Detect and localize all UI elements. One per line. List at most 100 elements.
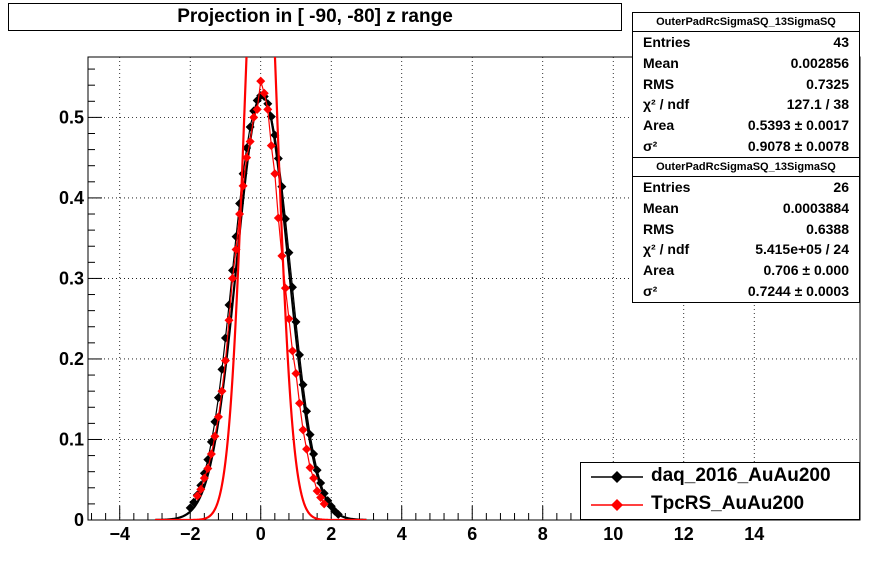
data-point-1 <box>231 244 241 254</box>
data-point-1 <box>249 112 259 122</box>
stats-value: 0.7325 <box>806 75 849 92</box>
data-point-0 <box>295 350 305 360</box>
data-point-0 <box>305 430 315 440</box>
data-point-0 <box>302 406 312 416</box>
stats-value: 0.5393 ± 0.0017 <box>747 117 849 134</box>
stats-value: 0.6388 <box>806 220 849 237</box>
x-tick-label: 12 <box>674 524 694 544</box>
data-point-1 <box>210 431 220 441</box>
data-point-1 <box>199 473 209 483</box>
stats-label: RMS <box>643 220 675 237</box>
stats-label: Mean <box>643 199 679 216</box>
data-point-1 <box>305 463 315 473</box>
stats-row-mean: Mean 0.002856 <box>633 53 859 74</box>
data-point-1 <box>235 209 245 219</box>
data-point-1 <box>217 386 227 396</box>
data-point-1 <box>224 315 234 325</box>
stats-value: 0.706 ± 0.000 <box>763 262 849 279</box>
stats-box-daq: OuterPadRcSigmaSQ_13SigmaSQ Entries 43 Me… <box>632 12 860 158</box>
stats-label: Area <box>643 262 675 279</box>
data-point-1 <box>238 181 248 191</box>
data-point-1 <box>273 213 283 223</box>
stats-label: Mean <box>643 54 679 71</box>
data-point-0 <box>280 214 290 224</box>
data-point-1 <box>196 484 206 494</box>
stats-header: OuterPadRcSigmaSQ_13SigmaSQ <box>633 158 859 177</box>
data-point-1 <box>312 486 322 496</box>
y-tick-label: 0.3 <box>59 268 84 288</box>
data-point-0 <box>333 509 343 519</box>
stats-label: σ² <box>643 137 658 154</box>
series-layer <box>154 57 367 520</box>
data-point-0 <box>312 465 322 475</box>
data-point-0 <box>228 265 238 275</box>
x-tick-label: 6 <box>467 524 477 544</box>
fit-curve-1 <box>154 57 367 520</box>
data-point-1 <box>256 76 266 86</box>
x-tick-label: 8 <box>538 524 548 544</box>
data-point-1 <box>291 368 301 378</box>
stats-row-chi2: χ² / ndf 5.415e+05 / 24 <box>633 239 859 260</box>
stats-value: 5.415e+05 / 24 <box>755 241 849 258</box>
data-point-1 <box>280 283 290 293</box>
data-point-1 <box>259 88 269 98</box>
stats-row-sigma: σ² 0.9078 ± 0.0078 <box>633 136 859 157</box>
data-point-1 <box>298 425 308 435</box>
x-tick-label: −2 <box>180 524 201 544</box>
data-point-1 <box>192 491 202 501</box>
stats-row-mean: Mean 0.0003884 <box>633 198 859 219</box>
data-point-0 <box>309 449 319 459</box>
data-point-1 <box>252 104 262 114</box>
x-tick-label: 4 <box>397 524 407 544</box>
y-tick-label: 0.4 <box>59 188 84 208</box>
x-tick-label: 14 <box>744 524 764 544</box>
stats-value: 0.0003884 <box>782 199 849 216</box>
stats-label: Entries <box>643 179 691 195</box>
stats-label: σ² <box>643 282 658 299</box>
data-point-1 <box>213 412 223 422</box>
stats-label: Area <box>643 117 675 134</box>
data-point-0 <box>298 380 308 390</box>
data-point-1 <box>228 273 238 283</box>
data-point-1 <box>263 104 273 114</box>
data-point-0 <box>189 497 199 507</box>
stats-value: 0.002856 <box>790 54 849 71</box>
data-point-1 <box>295 398 305 408</box>
legend-marker-daq <box>591 471 643 483</box>
data-point-1 <box>270 169 280 179</box>
stats-label: χ² / ndf <box>643 96 690 113</box>
data-point-1 <box>242 153 252 163</box>
data-point-1 <box>302 444 312 454</box>
stats-value: 43 <box>833 34 849 50</box>
stats-label: RMS <box>643 75 675 92</box>
data-point-1 <box>206 449 216 459</box>
stats-value: 127.1 / 38 <box>786 96 849 113</box>
data-point-1 <box>284 314 294 324</box>
y-tick-label: 0.1 <box>59 429 84 449</box>
y-tick-label: 0.2 <box>59 349 84 369</box>
stats-row-rms: RMS 0.6388 <box>633 219 859 240</box>
stats-row-area: Area 0.5393 ± 0.0017 <box>633 115 859 136</box>
data-point-1 <box>309 473 319 483</box>
stats-row-chi2: χ² / ndf 127.1 / 38 <box>633 94 859 115</box>
chart-title: Projection in [ -90, -80] z range <box>8 3 622 31</box>
legend-marker-tpcrs <box>591 499 643 511</box>
stats-header: OuterPadRcSigmaSQ_13SigmaSQ <box>633 13 859 32</box>
data-point-1 <box>277 251 287 261</box>
stats-box-tpcrs: OuterPadRcSigmaSQ_13SigmaSQ Entries 26 Me… <box>632 157 860 303</box>
data-point-1 <box>287 346 297 356</box>
data-point-0 <box>231 232 241 242</box>
stats-value: 0.7244 ± 0.0003 <box>747 282 849 299</box>
stats-label: Entries <box>643 34 691 50</box>
data-point-0 <box>330 506 340 516</box>
legend-label-daq: daq_2016_AuAu200 <box>651 465 831 486</box>
data-point-0 <box>316 478 326 488</box>
data-point-1 <box>203 463 213 473</box>
legend-entry-daq: daq_2016_AuAu200 <box>581 463 859 491</box>
stats-row-sigma: σ² 0.7244 ± 0.0003 <box>633 281 859 302</box>
data-point-0 <box>224 300 234 310</box>
stats-value: 26 <box>833 179 849 195</box>
data-point-0 <box>284 248 294 258</box>
x-tick-label: 0 <box>256 524 266 544</box>
y-tick-label: 0.5 <box>59 107 84 127</box>
